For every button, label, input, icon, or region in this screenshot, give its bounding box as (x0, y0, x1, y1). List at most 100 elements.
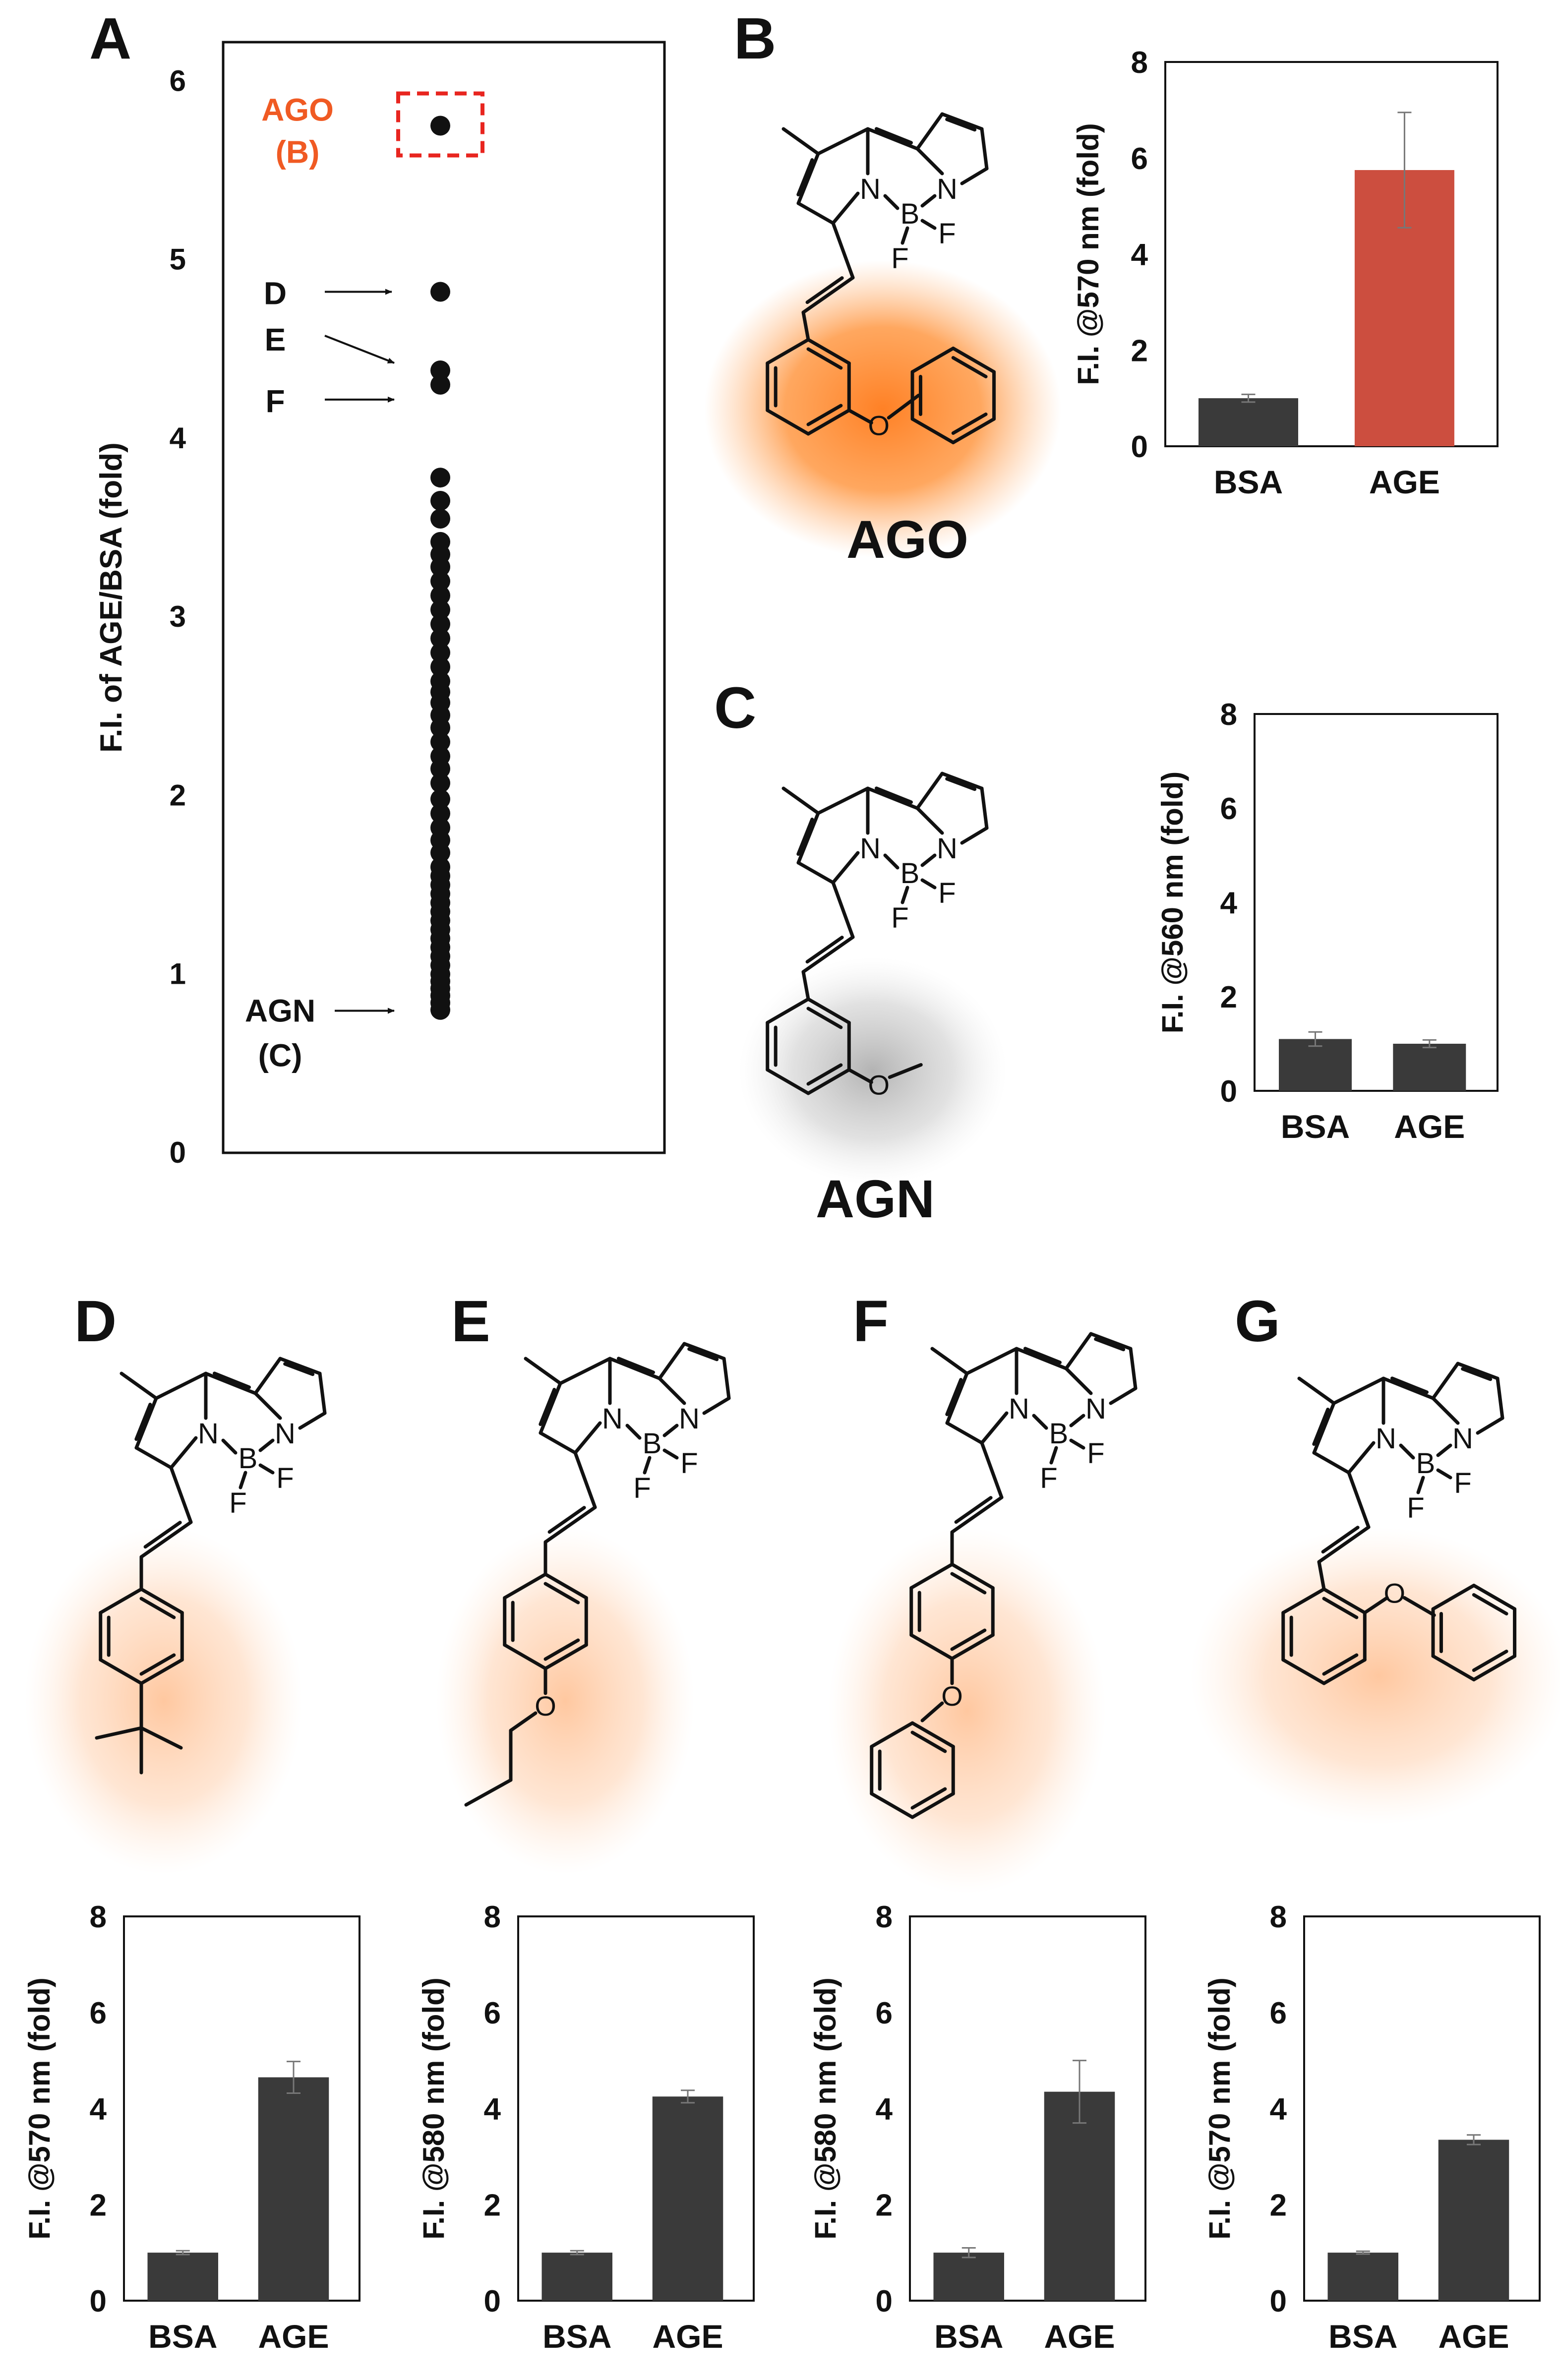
bond (980, 1411, 1009, 1445)
highlight-glow-ago (704, 260, 1061, 558)
bond (980, 1441, 1004, 1499)
bond (954, 1496, 993, 1524)
y-tick-label: 0 (170, 1136, 186, 1169)
bond (1109, 1386, 1138, 1405)
y-tick-label: 0 (1220, 1074, 1237, 1109)
bond (796, 811, 820, 865)
x-tick-label: AGE (1394, 1108, 1465, 1145)
bond (539, 1431, 577, 1455)
y-tick-label: 1 (170, 957, 186, 991)
bond (1322, 1658, 1367, 1685)
data-point (430, 643, 450, 663)
bond (539, 1381, 562, 1435)
bond (1363, 1596, 1389, 1614)
bond (169, 1436, 198, 1470)
y-tick-label: 6 (484, 1996, 501, 2030)
atom-label: N (860, 833, 881, 865)
bond (722, 1357, 731, 1400)
bond (524, 1357, 562, 1385)
bond (139, 1520, 193, 1559)
bond (920, 1701, 944, 1723)
y-tick-label: 0 (484, 2284, 501, 2319)
plot-frame (909, 1915, 1146, 2302)
bond (909, 1562, 954, 1590)
bond (464, 1778, 513, 1807)
data-point (430, 571, 450, 592)
bond (940, 772, 984, 790)
bond (143, 1521, 182, 1549)
bar (541, 2253, 612, 2301)
data-point (430, 842, 450, 863)
y-tick-label: 8 (1131, 46, 1148, 80)
y-tick-label: 4 (876, 2092, 893, 2127)
annotation-label: (C) (258, 1038, 302, 1073)
y-tick-label: 6 (1270, 1996, 1287, 2030)
bond (801, 310, 810, 342)
x-tick-label: AGE (1438, 2318, 1509, 2355)
plot-frame (517, 1915, 755, 2302)
data-point (430, 759, 450, 779)
bond (766, 338, 810, 365)
bond (801, 276, 855, 314)
bond (1312, 1401, 1336, 1455)
bond (120, 1371, 158, 1400)
bond (801, 935, 855, 974)
bond (616, 1357, 655, 1374)
bond (139, 1653, 176, 1676)
atom-label: B (643, 1428, 662, 1460)
bar-chart-e: 0 2 4 6 8 F.I. @580 nm (fold) BSA AGE (417, 1900, 755, 2355)
x-tick-label: BSA (1328, 2318, 1397, 2355)
bond (910, 1721, 955, 1748)
atom-label: B (1049, 1418, 1069, 1450)
bond (950, 1628, 987, 1651)
bar (1044, 2091, 1115, 2301)
atom-label: N (937, 173, 958, 205)
atom-label: N (679, 1403, 700, 1435)
bar (258, 2077, 329, 2301)
y-tick-label: 6 (876, 1996, 893, 2030)
y-axis-label: F.I. @570 nm (fold) (23, 1977, 56, 2240)
bond (539, 1388, 556, 1427)
y-tick-label: 5 (170, 243, 186, 276)
y-axis-label: F.I. @570 nm (fold) (1203, 1977, 1236, 2240)
bond (543, 1572, 588, 1600)
y-tick-label: 6 (1131, 142, 1148, 176)
bond (658, 1376, 686, 1405)
bond (945, 777, 977, 791)
atom-label: F (1454, 1467, 1471, 1499)
bond (806, 1007, 843, 1029)
scatter-chart-a: 0 1 2 3 4 5 6 F.I. of AGE/BSA (fold) AGO (B) DEF AG… (94, 41, 666, 1169)
plot-frame (222, 41, 666, 1154)
panel-label-d: D (74, 1289, 117, 1354)
bond (1089, 1332, 1133, 1351)
bond (910, 417, 955, 444)
bond (915, 772, 944, 810)
bond (831, 221, 855, 280)
atom-label: F (633, 1472, 651, 1504)
bond (806, 404, 843, 426)
bond (1431, 1654, 1476, 1681)
data-point (430, 282, 450, 302)
bond (866, 786, 919, 810)
y-tick-label: 2 (1131, 334, 1148, 368)
atom-label: O (868, 1070, 890, 1101)
atom-label: O (941, 1680, 963, 1712)
bond (900, 886, 909, 904)
bond (806, 347, 843, 370)
y-tick-label: 8 (1220, 698, 1237, 732)
bond (945, 1378, 963, 1417)
data-point (430, 803, 450, 824)
bond (1032, 1414, 1048, 1430)
bond (910, 347, 955, 374)
bond (662, 1424, 679, 1437)
bond (139, 1658, 184, 1685)
y-tick-label: 2 (484, 2188, 501, 2222)
panel-label-c: C (714, 675, 756, 741)
data-point (430, 374, 450, 395)
bar (1327, 2253, 1398, 2301)
bar-chart-b: 0 2 4 6 8 F.I. @570 nm (fold) BSA AGE (1072, 46, 1499, 500)
bond (682, 1342, 726, 1361)
bond (883, 853, 900, 870)
